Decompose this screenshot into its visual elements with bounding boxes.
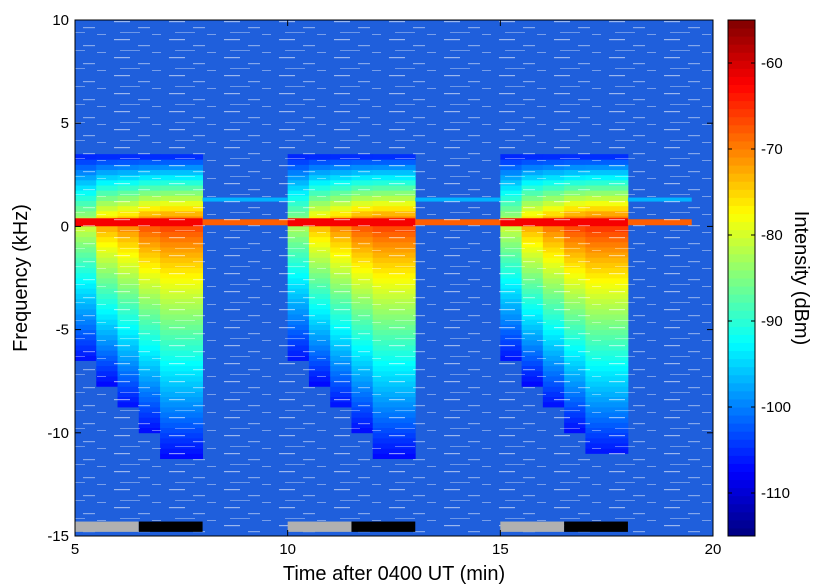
time-marker <box>138 521 203 532</box>
colorbar-step <box>728 519 755 529</box>
colorbar-tick-label: -70 <box>761 141 783 158</box>
colorbar-step <box>728 60 755 69</box>
time-marker <box>351 521 416 532</box>
colorbar-step <box>728 213 755 223</box>
colorbar-step <box>728 20 755 29</box>
plot-frame <box>74 19 714 537</box>
colorbar-step <box>728 36 755 45</box>
y-axis-label: Frequency (kHz) <box>10 204 32 352</box>
x-axis-ticks: 5 10 15 20 <box>71 20 722 558</box>
y-tick-label: -10 <box>47 425 69 442</box>
colorbar <box>728 20 755 536</box>
colorbar-step <box>728 366 755 376</box>
colorbar-step <box>728 269 755 279</box>
colorbar-step <box>728 140 755 150</box>
noise-streaks <box>75 20 713 536</box>
colorbar-step <box>728 407 755 416</box>
colorbar-step <box>728 221 755 231</box>
colorbar-step <box>728 318 755 327</box>
colorbar-step <box>728 495 755 505</box>
colorbar-step <box>728 390 755 400</box>
colorbar-step <box>728 108 755 118</box>
time-marker <box>564 521 628 532</box>
colorbar-tick-label: -90 <box>761 313 783 330</box>
colorbar-step <box>728 415 755 424</box>
colorbar-step <box>728 511 755 521</box>
colorbar-step <box>728 173 755 182</box>
colorbar-step <box>728 237 755 247</box>
y-axis-ticks: -15 -10 -5 0 5 10 <box>47 12 713 545</box>
x-tick-label: 20 <box>705 541 722 558</box>
colorbar-step <box>728 350 755 360</box>
colorbar-step <box>728 165 755 174</box>
y-tick-label: 0 <box>61 218 69 235</box>
colorbar-step <box>728 286 755 295</box>
colorbar-step <box>728 124 755 134</box>
colorbar-step <box>728 374 755 384</box>
colorbar-step <box>728 447 755 456</box>
x-tick-label: 10 <box>279 541 296 558</box>
colorbar-step <box>728 326 755 335</box>
colorbar-frame <box>727 19 756 537</box>
y-tick-label: 5 <box>61 115 69 132</box>
colorbar-step <box>728 503 755 513</box>
colorbar-step <box>728 423 755 432</box>
x-axis-label: Time after 0400 UT (min) <box>283 563 505 585</box>
colorbar-step <box>728 205 755 214</box>
colorbar-tick-label: -100 <box>761 399 791 416</box>
colorbar-step <box>728 52 755 61</box>
colorbar-step <box>728 398 755 408</box>
colorbar-step <box>728 334 755 343</box>
colorbar-step <box>728 261 755 271</box>
colorbar-step <box>728 479 755 489</box>
colorbar-tick-label: -110 <box>761 485 790 502</box>
colorbar-step <box>728 197 755 206</box>
colorbar-step <box>728 278 755 287</box>
colorbar-step <box>728 76 755 85</box>
time-marker <box>287 521 352 532</box>
colorbar-step <box>728 181 755 190</box>
colorbar-step <box>728 294 755 303</box>
colorbar-step <box>728 132 755 142</box>
colorbar-step <box>728 44 755 53</box>
colorbar-step <box>728 68 755 77</box>
colorbar-step <box>728 439 755 448</box>
time-markers <box>75 521 628 532</box>
colorbar-ticks: -110 -100 -90 -80 -70 -60 <box>728 55 791 502</box>
colorbar-step <box>728 157 755 166</box>
colorbar-step <box>728 527 755 536</box>
time-marker <box>75 521 139 532</box>
colorbar-step <box>728 487 755 497</box>
colorbar-step <box>728 463 755 472</box>
colorbar-step <box>728 382 755 392</box>
colorbar-step <box>728 149 755 158</box>
colorbar-step <box>728 189 755 198</box>
colorbar-step <box>728 245 755 255</box>
plot-area <box>75 20 713 536</box>
colorbar-step <box>728 116 755 126</box>
colorbar-step <box>728 302 755 311</box>
colorbar-step <box>728 92 755 102</box>
colorbar-step <box>728 28 755 37</box>
y-tick-label: -15 <box>47 528 69 545</box>
colorbar-step <box>728 358 755 368</box>
colorbar-step <box>728 431 755 440</box>
colorbar-step <box>728 471 755 481</box>
x-tick-label: 15 <box>492 541 509 558</box>
colorbar-step <box>728 84 755 94</box>
colorbar-step <box>728 310 755 319</box>
x-tick-label: 5 <box>71 541 79 558</box>
colorbar-step <box>728 229 755 239</box>
colorbar-step <box>728 100 755 110</box>
colorbar-tick-label: -80 <box>761 227 783 244</box>
y-tick-label: -5 <box>56 322 69 339</box>
colorbar-step <box>728 455 755 464</box>
y-tick-label: 10 <box>52 12 69 29</box>
colorbar-tick-label: -60 <box>761 55 783 72</box>
colorbar-label: Intensity (dBm) <box>790 211 812 345</box>
time-marker <box>500 521 565 532</box>
colorbar-step <box>728 253 755 263</box>
colorbar-step <box>728 342 755 352</box>
